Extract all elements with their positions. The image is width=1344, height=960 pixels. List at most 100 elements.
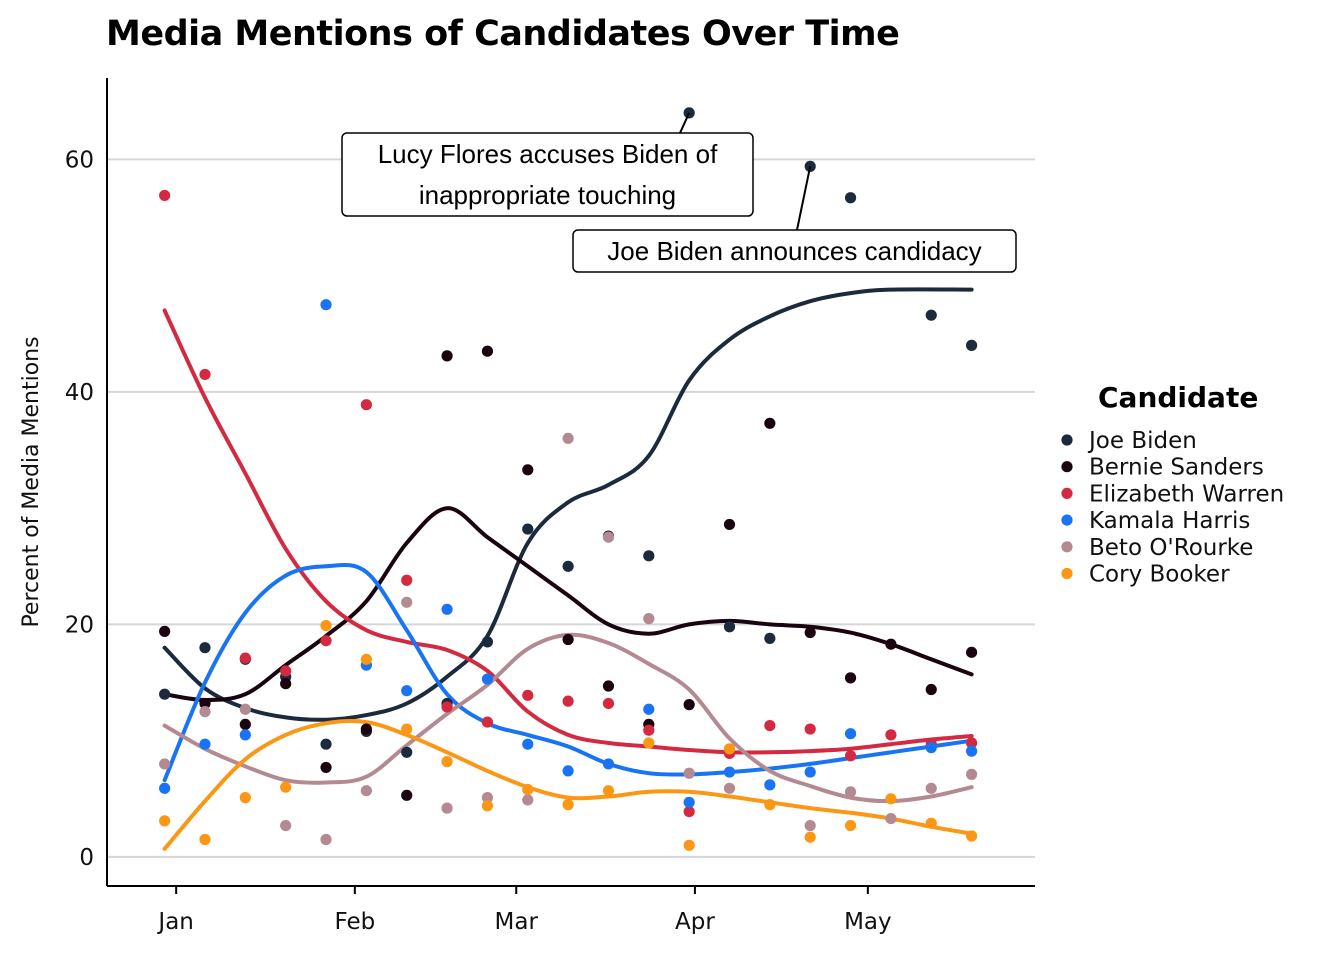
point-kamala-harris [562, 765, 574, 777]
point-kamala-harris [965, 745, 978, 757]
point-joe-biden [844, 192, 857, 204]
point-joe-biden [723, 621, 736, 633]
point-kamala-harris [925, 742, 937, 754]
point-beto-o-rourke [562, 432, 574, 445]
point-cory-booker [643, 737, 655, 749]
x-tick-label: Feb [334, 909, 375, 935]
point-elizabeth-warren [199, 368, 211, 381]
legend-swatch [1061, 514, 1073, 526]
legend-title: Candidate [1098, 381, 1258, 414]
point-cory-booker [844, 819, 857, 832]
point-bernie-sanders [723, 518, 736, 531]
point-elizabeth-warren [159, 189, 171, 202]
trend-line-elizabeth-warren [162, 308, 974, 755]
point-cory-booker [683, 839, 695, 851]
point-joe-biden [925, 309, 937, 321]
point-bernie-sanders [844, 672, 857, 684]
point-kamala-harris [199, 738, 211, 750]
point-joe-biden [199, 642, 211, 654]
legend-swatch [1061, 434, 1073, 446]
point-kamala-harris [804, 766, 816, 778]
point-cory-booker [159, 815, 171, 827]
y-tick-label: 20 [65, 612, 94, 638]
point-beto-o-rourke [401, 596, 413, 608]
trend-line-cory-booker [162, 719, 974, 851]
point-bernie-sanders [360, 723, 372, 735]
point-elizabeth-warren [522, 689, 534, 701]
point-cory-booker [280, 781, 292, 793]
point-bernie-sanders [764, 417, 776, 429]
point-kamala-harris [764, 779, 776, 791]
point-cory-booker [965, 830, 978, 842]
point-beto-o-rourke [481, 792, 494, 804]
point-elizabeth-warren [401, 574, 413, 586]
point-bernie-sanders [562, 633, 574, 646]
point-kamala-harris [441, 603, 453, 615]
point-bernie-sanders [925, 683, 937, 696]
point-cory-booker [401, 723, 413, 735]
point-beto-o-rourke [683, 767, 695, 779]
point-cory-booker [481, 800, 494, 812]
point-beto-o-rourke [239, 703, 251, 715]
point-joe-biden [562, 560, 574, 572]
point-kamala-harris [643, 703, 655, 715]
axes: 0 20 40 60 Jan Feb Mar Apr May Percent of Media M… [19, 78, 1035, 935]
legend-label: Beto O'Rourke [1089, 535, 1253, 561]
annotation-text: Lucy Flores accuses Biden of [378, 139, 718, 169]
point-elizabeth-warren [280, 665, 292, 677]
point-bernie-sanders [239, 718, 251, 731]
point-beto-o-rourke [965, 768, 978, 780]
chart-title: Media Mentions of Candidates Over Time [106, 14, 900, 54]
point-bernie-sanders [683, 699, 695, 711]
point-beto-o-rourke [360, 785, 372, 797]
y-tick-label: 40 [65, 380, 94, 406]
point-kamala-harris [522, 738, 534, 750]
legend-label: Kamala Harris [1089, 508, 1250, 534]
trend-lines [162, 287, 974, 851]
point-bernie-sanders [401, 789, 413, 801]
point-kamala-harris [320, 299, 332, 311]
point-elizabeth-warren [683, 805, 695, 818]
point-beto-o-rourke [199, 706, 211, 718]
point-beto-o-rourke [885, 812, 897, 825]
point-cory-booker [723, 743, 736, 755]
point-joe-biden [965, 339, 978, 351]
point-kamala-harris [159, 782, 171, 794]
point-bernie-sanders [320, 761, 332, 774]
point-beto-o-rourke [602, 531, 615, 543]
point-cory-booker [804, 831, 816, 843]
point-elizabeth-warren [239, 652, 251, 664]
point-kamala-harris [723, 766, 736, 778]
point-elizabeth-warren [360, 399, 372, 411]
annotation-leader [679, 112, 691, 134]
point-cory-booker [925, 817, 937, 829]
point-bernie-sanders [280, 678, 292, 690]
point-kamala-harris [602, 758, 615, 770]
point-cory-booker [764, 799, 776, 811]
point-elizabeth-warren [804, 723, 816, 735]
legend-label: Joe Biden [1087, 428, 1197, 454]
point-elizabeth-warren [602, 697, 615, 710]
point-kamala-harris [683, 796, 695, 808]
legend-swatch [1061, 487, 1073, 499]
point-joe-biden [401, 746, 413, 758]
point-joe-biden [643, 550, 655, 562]
point-elizabeth-warren [885, 729, 897, 741]
legend-label: Cory Booker [1089, 562, 1230, 588]
x-tick-label: Mar [495, 909, 539, 935]
x-tick-label: Jan [156, 909, 193, 935]
trend-line-joe-biden [162, 287, 974, 722]
point-joe-biden [522, 523, 534, 535]
point-joe-biden [481, 636, 494, 648]
point-cory-booker [602, 785, 615, 797]
point-cory-booker [360, 653, 372, 665]
legend-label: Bernie Sanders [1089, 455, 1264, 481]
point-beto-o-rourke [925, 782, 937, 794]
point-elizabeth-warren [441, 701, 453, 713]
point-cory-booker [522, 783, 534, 796]
annotation-text: Joe Biden announces candidacy [607, 236, 981, 266]
point-elizabeth-warren [562, 695, 574, 707]
y-tick-label: 0 [79, 845, 94, 871]
trend-line-kamala-harris [162, 562, 974, 783]
